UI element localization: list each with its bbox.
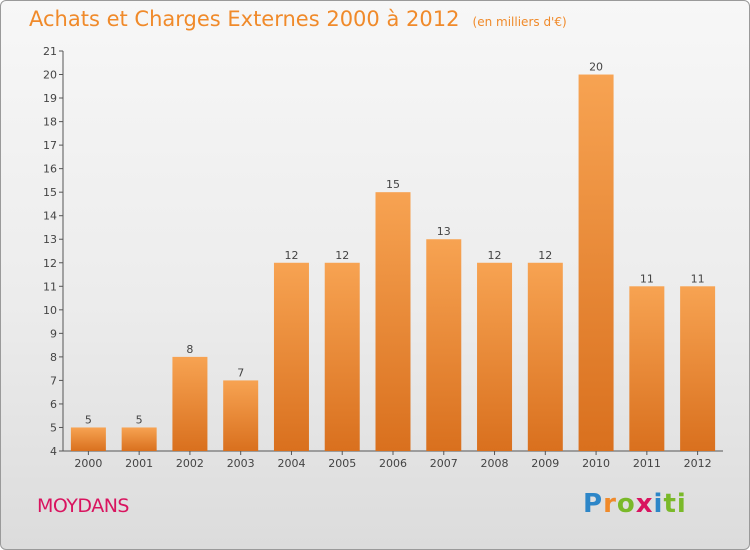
bar-value-label: 12: [335, 249, 349, 262]
bar-value-label: 12: [538, 249, 552, 262]
x-tick-label: 2010: [582, 457, 610, 470]
y-tick-label: 15: [43, 186, 57, 199]
y-tick-label: 14: [43, 210, 57, 223]
value-labels: 5 5 8 7 12 12 15 13 12 12 20 11 11: [85, 61, 705, 427]
y-tick-label: 11: [43, 280, 57, 293]
x-tick-label: 2004: [277, 457, 305, 470]
bar: [273, 262, 309, 451]
bar: [70, 427, 106, 451]
y-tick-label: 16: [43, 163, 57, 176]
bar-value-label: 12: [284, 249, 298, 262]
title-main: Achats et Charges Externes 2000 à 2012: [29, 7, 460, 31]
bar-value-label: 12: [488, 249, 502, 262]
bar-value-label: 20: [589, 61, 603, 74]
y-tick-label: 7: [50, 374, 57, 387]
x-tick-label: 2001: [125, 457, 153, 470]
bar-value-label: 11: [691, 272, 705, 285]
y-tick-label: 17: [43, 139, 57, 152]
y-tick-label: 10: [43, 304, 57, 317]
bar: [680, 286, 716, 451]
y-tick-label: 5: [50, 421, 57, 434]
bar-value-label: 8: [186, 343, 193, 356]
bar-value-label: 5: [85, 413, 92, 426]
y-tick-label: 18: [43, 116, 57, 129]
x-tick-label: 2000: [74, 457, 102, 470]
x-tick-label: 2003: [227, 457, 255, 470]
bars: [70, 74, 716, 452]
y-tick-label: 20: [43, 69, 57, 82]
y-tick-label: 6: [50, 398, 57, 411]
bar: [223, 380, 259, 451]
bar: [324, 262, 360, 451]
bar: [477, 262, 513, 451]
x-tick-label: 2011: [633, 457, 661, 470]
bar: [426, 239, 462, 451]
x-tick-label: 2012: [684, 457, 712, 470]
bar: [629, 286, 665, 451]
x-tick-label: 2007: [430, 457, 458, 470]
bar-value-label: 7: [237, 366, 244, 379]
x-tick-label: 2009: [531, 457, 559, 470]
bar: [121, 427, 157, 451]
commune-name: MOYDANS: [37, 495, 129, 517]
bar: [527, 262, 563, 451]
x-tick-label: 2002: [176, 457, 204, 470]
bar: [578, 74, 614, 451]
x-tick-label: 2005: [328, 457, 356, 470]
x-tick-label: 2006: [379, 457, 407, 470]
y-tick-label: 8: [50, 351, 57, 364]
y-tick-label: 21: [43, 45, 57, 58]
bar-value-label: 15: [386, 178, 400, 191]
x-tick-label: 2008: [481, 457, 509, 470]
y-tick-label: 19: [43, 92, 57, 105]
axes: 4 5 6 7 8 9 10 11 12 13 14 15 16 17 18 19 20 21 2000 2001 20…: [43, 45, 723, 470]
bar: [172, 356, 208, 451]
bar: [375, 192, 411, 452]
proxiti-logo[interactable]: Proxiti: [583, 489, 687, 519]
bar-value-label: 5: [136, 413, 143, 426]
chart-title: Achats et Charges Externes 2000 à 2012 (…: [29, 7, 567, 31]
bar-chart: 4 5 6 7 8 9 10 11 12 13 14 15 16 17 18 19 20 21 2000 2001 20…: [43, 45, 723, 470]
y-tick-label: 9: [50, 327, 57, 340]
y-tick-label: 12: [43, 257, 57, 270]
bar-value-label: 11: [640, 272, 654, 285]
y-tick-label: 4: [50, 445, 57, 458]
title-unit: (en milliers d'€): [472, 15, 567, 29]
bar-value-label: 13: [437, 225, 451, 238]
y-tick-label: 13: [43, 233, 57, 246]
